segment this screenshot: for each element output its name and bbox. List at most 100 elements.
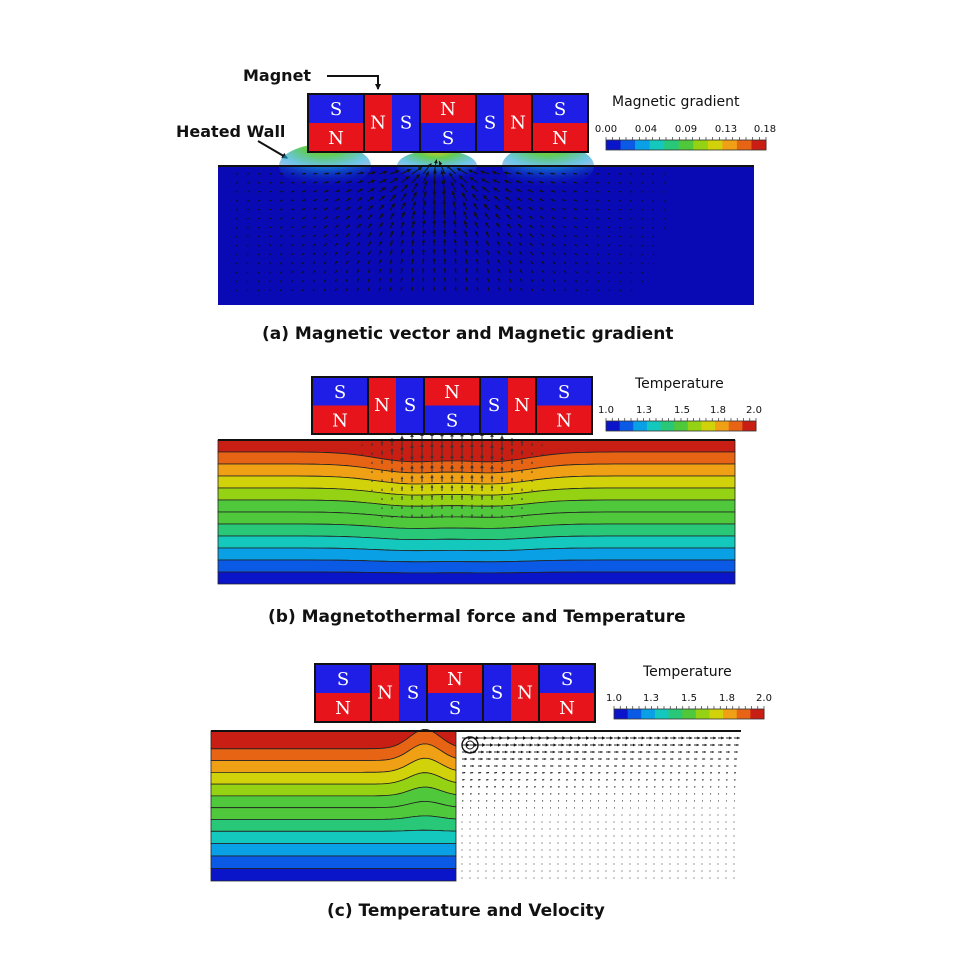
vector-arrow xyxy=(725,779,728,781)
vector-arrow xyxy=(565,800,568,802)
vector-arrow xyxy=(480,443,484,455)
vector-arrow xyxy=(430,484,434,491)
velocity-dot xyxy=(469,849,471,851)
vector-arrow xyxy=(662,736,669,740)
vector-arrow xyxy=(526,743,533,747)
vector-arrow xyxy=(702,758,706,760)
vector-arrow xyxy=(733,786,736,788)
vector-arrow xyxy=(301,252,305,256)
vector-arrow xyxy=(618,182,622,184)
velocity-dot xyxy=(605,814,607,816)
velocity-dot xyxy=(693,814,695,816)
velocity-dot xyxy=(637,821,639,823)
velocity-dot xyxy=(493,849,495,851)
velocity-dot xyxy=(501,856,503,858)
velocity-dot xyxy=(693,807,695,809)
vector-arrow xyxy=(542,750,548,754)
vector-arrow xyxy=(598,765,602,767)
vector-arrow xyxy=(432,239,436,247)
vector-arrow xyxy=(465,286,468,292)
vector-arrow xyxy=(390,448,394,455)
vector-arrow xyxy=(440,475,444,482)
vector-arrow xyxy=(473,211,479,220)
vector-arrow xyxy=(389,185,398,193)
velocity-dot xyxy=(613,849,615,851)
vector-arrow xyxy=(356,278,360,283)
velocity-dot xyxy=(717,849,719,851)
vector-arrow xyxy=(461,793,464,795)
colorbar-b-tick: 1.3 xyxy=(636,405,652,416)
vector-arrow xyxy=(246,271,249,274)
vector-arrow xyxy=(501,786,504,788)
vector-arrow xyxy=(485,793,488,795)
panel-a-field xyxy=(218,144,754,305)
velocity-dot xyxy=(717,877,719,879)
vector-arrow xyxy=(464,230,468,238)
colorbar-b-title: Temperature xyxy=(635,376,724,392)
vector-arrow xyxy=(653,779,656,781)
vector-arrow xyxy=(589,779,593,781)
vector-arrow xyxy=(614,736,622,740)
vector-arrow xyxy=(235,262,238,265)
vector-arrow xyxy=(235,271,238,274)
vector-arrow xyxy=(411,277,414,283)
vector-arrow xyxy=(485,771,490,774)
vector-arrow xyxy=(367,241,372,247)
vector-arrow xyxy=(542,288,545,292)
vector-arrow xyxy=(257,173,261,175)
vector-arrow xyxy=(246,262,249,265)
velocity-dot xyxy=(733,877,735,879)
velocity-dot xyxy=(517,863,519,865)
velocity-dot xyxy=(725,870,727,872)
vector-arrow xyxy=(614,758,618,760)
velocity-dot xyxy=(581,835,583,837)
vector-arrow xyxy=(605,793,608,795)
vector-arrow xyxy=(497,268,501,274)
vector-arrow xyxy=(290,172,295,175)
vector-arrow xyxy=(246,253,249,256)
vector-arrow xyxy=(442,229,447,238)
vector-arrow xyxy=(709,793,712,795)
vector-arrow xyxy=(323,198,329,202)
vector-arrow xyxy=(486,249,490,256)
heated-wall-pointer-arrow xyxy=(257,140,288,159)
vector-arrow xyxy=(493,800,496,802)
vector-arrow xyxy=(454,277,457,283)
vector-arrow xyxy=(323,261,327,265)
vector-arrow xyxy=(400,446,404,455)
vector-arrow xyxy=(717,772,721,774)
vector-arrow xyxy=(717,793,720,795)
vector-arrow xyxy=(443,248,447,256)
vector-arrow xyxy=(516,188,523,193)
vector-arrow xyxy=(557,772,561,774)
temperature-band xyxy=(210,829,457,844)
vector-arrow xyxy=(734,758,738,760)
vector-arrow xyxy=(334,215,340,220)
vector-arrow xyxy=(518,242,523,247)
velocity-dot xyxy=(557,856,559,858)
velocity-dot xyxy=(629,877,631,879)
vector-arrow xyxy=(607,217,611,220)
vector-arrow xyxy=(391,506,393,509)
vector-arrow xyxy=(410,444,414,455)
vector-arrow xyxy=(606,743,612,747)
vector-arrow xyxy=(549,793,552,795)
vector-arrow xyxy=(474,230,479,238)
vector-arrow xyxy=(500,476,504,482)
vector-arrow xyxy=(511,515,513,518)
pole-label: N xyxy=(552,128,568,149)
velocity-dot xyxy=(613,877,615,879)
velocity-dot xyxy=(709,870,711,872)
colorbar-a-tick: 0.18 xyxy=(753,124,777,135)
pole-label: S xyxy=(449,698,461,719)
velocity-dot xyxy=(541,870,543,872)
vector-arrow xyxy=(475,249,479,256)
vector-arrow xyxy=(529,242,534,247)
velocity-dot xyxy=(549,842,551,844)
vector-arrow xyxy=(669,772,673,774)
vector-arrow xyxy=(380,440,384,446)
vector-arrow xyxy=(463,220,468,229)
vector-arrow xyxy=(574,736,582,740)
